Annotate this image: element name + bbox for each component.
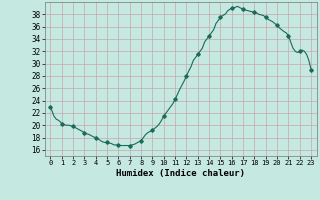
X-axis label: Humidex (Indice chaleur): Humidex (Indice chaleur) <box>116 169 245 178</box>
